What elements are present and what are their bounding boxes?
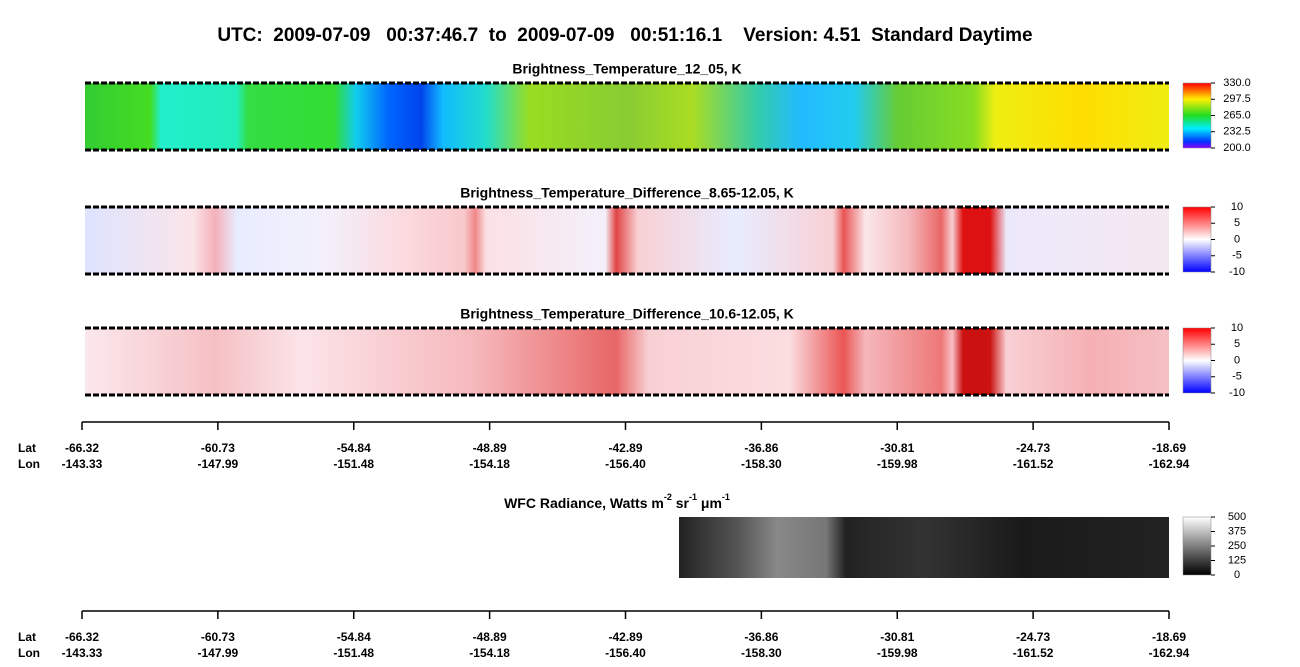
lon-tick-label: -147.99 xyxy=(198,646,239,660)
panel-title: Brightness_Temperature_Difference_10.6-1… xyxy=(460,306,794,322)
lon-tick-label: -143.33 xyxy=(62,646,103,660)
colorbar-tick-label: 10 xyxy=(1231,201,1243,213)
colorbar-tick-label: 375 xyxy=(1228,525,1246,537)
panel-title: WFC Radiance, Watts m-2 sr-1 μm-1 xyxy=(504,492,730,510)
lon-tick-label: -151.48 xyxy=(333,646,374,660)
colorbar-tick-label: 5 xyxy=(1234,217,1240,229)
title-part: -1 xyxy=(722,492,730,502)
colorbar xyxy=(1182,82,1212,149)
lat-tick-label: -18.69 xyxy=(1152,630,1186,644)
page-title: UTC: 2009-07-09 00:37:46.7 to 2009-07-09… xyxy=(217,25,1032,46)
radiance-image xyxy=(679,517,1169,578)
colorbar-tick-label: -5 xyxy=(1232,250,1242,262)
lon-tick-label: -159.98 xyxy=(877,457,918,471)
title-part: μm xyxy=(697,495,722,511)
lat-tick-label: -60.73 xyxy=(201,441,235,455)
lon-tick-label: -159.98 xyxy=(877,646,918,660)
lon-tick-label: -151.48 xyxy=(333,457,374,471)
lon-tick-label: -156.40 xyxy=(605,457,646,471)
colorbar-tick-label: 200.0 xyxy=(1223,142,1251,154)
colorbar-tick-label: -10 xyxy=(1229,266,1245,278)
lon-label: Lon xyxy=(18,646,40,660)
lat-tick-label: -30.81 xyxy=(880,630,914,644)
lon-tick-label: -162.94 xyxy=(1149,646,1190,660)
lat-tick-label: -24.73 xyxy=(1016,630,1050,644)
lat-tick-label: -66.32 xyxy=(65,630,99,644)
lat-tick-label: -60.73 xyxy=(201,630,235,644)
lon-tick-label: -147.99 xyxy=(198,457,239,471)
colorbar-tick-label: 0 xyxy=(1234,233,1240,245)
title-part: -1 xyxy=(689,492,697,502)
lat-tick-label: -36.86 xyxy=(744,630,778,644)
lat-tick-label: -30.81 xyxy=(880,441,914,455)
colorbar-tick-label: 0 xyxy=(1234,569,1240,581)
lat-tick-label: -42.89 xyxy=(608,630,642,644)
lat-label: Lat xyxy=(18,441,36,455)
lon-tick-label: -162.94 xyxy=(1149,457,1190,471)
colorbar-tick-label: -10 xyxy=(1229,387,1245,399)
lat-tick-label: -18.69 xyxy=(1152,441,1186,455)
lon-tick-label: -161.52 xyxy=(1013,457,1054,471)
colorbar-tick-label: 125 xyxy=(1228,554,1246,566)
colorbar-tick-label: 297.5 xyxy=(1223,93,1251,105)
panel-title: Brightness_Temperature_Difference_8.65-1… xyxy=(460,185,794,201)
lat-label: Lat xyxy=(18,630,36,644)
colorbar-tick-label: 330.0 xyxy=(1223,77,1251,89)
colorbar-tick-label: 232.5 xyxy=(1223,126,1251,138)
lon-tick-label: -154.18 xyxy=(469,457,510,471)
lat-tick-label: -42.89 xyxy=(608,441,642,455)
title-part: sr xyxy=(672,495,690,511)
lat-tick-label: -48.89 xyxy=(473,441,507,455)
lon-tick-label: -158.30 xyxy=(741,457,782,471)
colorbar-tick-label: 265.0 xyxy=(1223,109,1251,121)
lat-tick-label: -36.86 xyxy=(744,441,778,455)
colorbar xyxy=(1182,327,1212,394)
heatmap xyxy=(85,328,1169,395)
lat-tick-label: -66.32 xyxy=(65,441,99,455)
lon-tick-label: -156.40 xyxy=(605,646,646,660)
lon-tick-label: -158.30 xyxy=(741,646,782,660)
colorbar-tick-label: 250 xyxy=(1228,540,1246,552)
colorbar xyxy=(1182,516,1212,576)
colorbar-tick-label: 5 xyxy=(1234,338,1240,350)
lon-tick-label: -161.52 xyxy=(1013,646,1054,660)
lon-tick-label: -154.18 xyxy=(469,646,510,660)
lat-tick-label: -24.73 xyxy=(1016,441,1050,455)
colorbar-tick-label: 500 xyxy=(1228,511,1246,523)
title-part: WFC Radiance, Watts m xyxy=(504,495,664,511)
colorbar-tick-label: 10 xyxy=(1231,322,1243,334)
colorbar-tick-label: 0 xyxy=(1234,354,1240,366)
panel-title: Brightness_Temperature_12_05, K xyxy=(512,61,741,77)
heatmap xyxy=(85,207,1169,274)
lat-tick-label: -54.84 xyxy=(337,630,371,644)
lat-tick-label: -54.84 xyxy=(337,441,371,455)
colorbar xyxy=(1182,206,1212,273)
title-part: -2 xyxy=(664,492,672,502)
lat-tick-label: -48.89 xyxy=(473,630,507,644)
lon-tick-label: -143.33 xyxy=(62,457,103,471)
heatmap xyxy=(85,83,1169,150)
colorbar-tick-label: -5 xyxy=(1232,371,1242,383)
lon-label: Lon xyxy=(18,457,40,471)
